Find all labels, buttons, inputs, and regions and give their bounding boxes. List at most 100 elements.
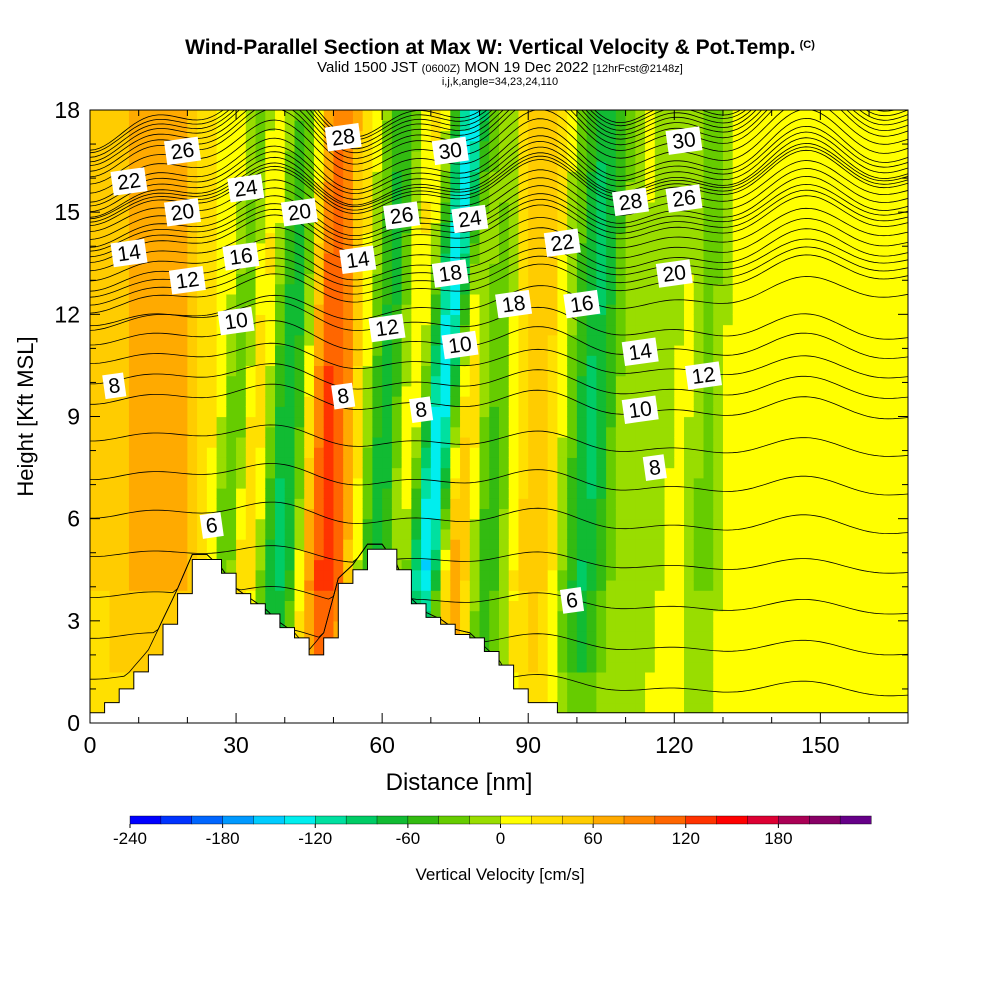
velocity-cell (352, 283, 364, 295)
velocity-cell (645, 283, 656, 295)
velocity-cell (119, 232, 130, 244)
velocity-cell (99, 171, 111, 183)
velocity-cell (664, 314, 675, 326)
velocity-cell (128, 416, 140, 428)
velocity-cell (99, 610, 111, 622)
velocity-cell (839, 488, 851, 499)
velocity-cell (761, 161, 773, 172)
velocity-cell (304, 355, 315, 367)
velocity-cell (606, 488, 617, 499)
velocity-cell (878, 590, 890, 601)
velocity-cell (888, 692, 899, 704)
velocity-cell (781, 314, 792, 326)
velocity-cell (537, 488, 549, 499)
velocity-cell (499, 641, 510, 653)
velocity-cell (557, 375, 568, 387)
velocity-cell (450, 406, 461, 418)
velocity-cell (684, 406, 695, 418)
velocity-cell (888, 396, 899, 407)
velocity-cell (888, 590, 899, 601)
velocity-cell (791, 181, 802, 193)
velocity-cell (878, 242, 890, 254)
velocity-cell (421, 457, 432, 469)
velocity-cell (586, 436, 597, 448)
velocity-cell (148, 498, 159, 510)
velocity-cell (187, 488, 198, 499)
velocity-cell (859, 477, 870, 489)
velocity-cell (450, 559, 461, 571)
velocity-cell (304, 242, 315, 254)
velocity-cell (888, 201, 899, 213)
velocity-cell (576, 477, 588, 489)
velocity-cell (450, 253, 461, 264)
velocity-cell (615, 590, 627, 601)
velocity-cell (742, 191, 753, 203)
velocity-cell (537, 293, 549, 305)
velocity-cell (304, 518, 315, 530)
velocity-cell (284, 110, 296, 121)
velocity-cell (197, 120, 208, 132)
velocity-cell (761, 436, 773, 448)
velocity-cell (732, 457, 744, 469)
velocity-cell (236, 406, 247, 418)
velocity-cell (401, 457, 412, 469)
velocity-cell (518, 242, 529, 254)
velocity-cell (791, 498, 802, 510)
velocity-cell (888, 488, 899, 499)
velocity-cell (771, 488, 783, 499)
velocity-cell (528, 171, 539, 183)
velocity-cell (830, 344, 841, 356)
velocity-cell (576, 631, 588, 642)
velocity-cell (878, 201, 890, 213)
velocity-cell (284, 436, 296, 448)
velocity-cell (557, 661, 568, 673)
velocity-cell (99, 590, 111, 601)
velocity-cell (820, 447, 831, 458)
velocity-cell (372, 212, 383, 223)
chart-indices: i,j,k,angle=34,23,24,110 (441, 76, 559, 88)
velocity-cell (557, 130, 568, 142)
velocity-cell (615, 702, 627, 714)
velocity-cell (148, 416, 159, 428)
velocity-cell (849, 610, 860, 622)
velocity-cell (158, 130, 169, 142)
velocity-cell (323, 426, 335, 438)
velocity-cell (508, 528, 520, 540)
velocity-cell (508, 110, 520, 121)
velocity-cell (382, 181, 393, 193)
velocity-cell (245, 212, 257, 223)
velocity-cell (586, 344, 597, 356)
velocity-cell (479, 590, 490, 601)
velocity-cell (839, 549, 851, 561)
velocity-cell (645, 375, 656, 387)
velocity-cell (499, 314, 510, 326)
velocity-cell (820, 324, 831, 336)
velocity-cell (421, 293, 432, 305)
velocity-cell (742, 263, 753, 275)
velocity-cell (528, 631, 539, 642)
velocity-cell (635, 467, 646, 479)
velocity-cell (693, 488, 705, 499)
velocity-cell (859, 191, 870, 203)
velocity-cell (800, 253, 812, 264)
velocity-cell (323, 242, 335, 254)
velocity-cell (372, 283, 383, 295)
velocity-cell (645, 222, 656, 234)
velocity-cell (109, 457, 120, 469)
velocity-cell (635, 488, 646, 499)
velocity-cell (440, 242, 451, 254)
velocity-cell (245, 222, 257, 234)
velocity-cell (411, 273, 422, 285)
velocity-cell (615, 314, 627, 326)
velocity-cell (226, 498, 237, 510)
velocity-cell (313, 416, 325, 428)
velocity-cell (878, 518, 890, 530)
velocity-cell (245, 396, 257, 407)
velocity-cell (109, 651, 120, 663)
velocity-cell (518, 518, 529, 530)
velocity-cell (499, 273, 510, 285)
velocity-cell (771, 457, 783, 469)
velocity-cell (557, 447, 568, 458)
velocity-cell (352, 426, 364, 438)
velocity-cell (839, 508, 851, 520)
